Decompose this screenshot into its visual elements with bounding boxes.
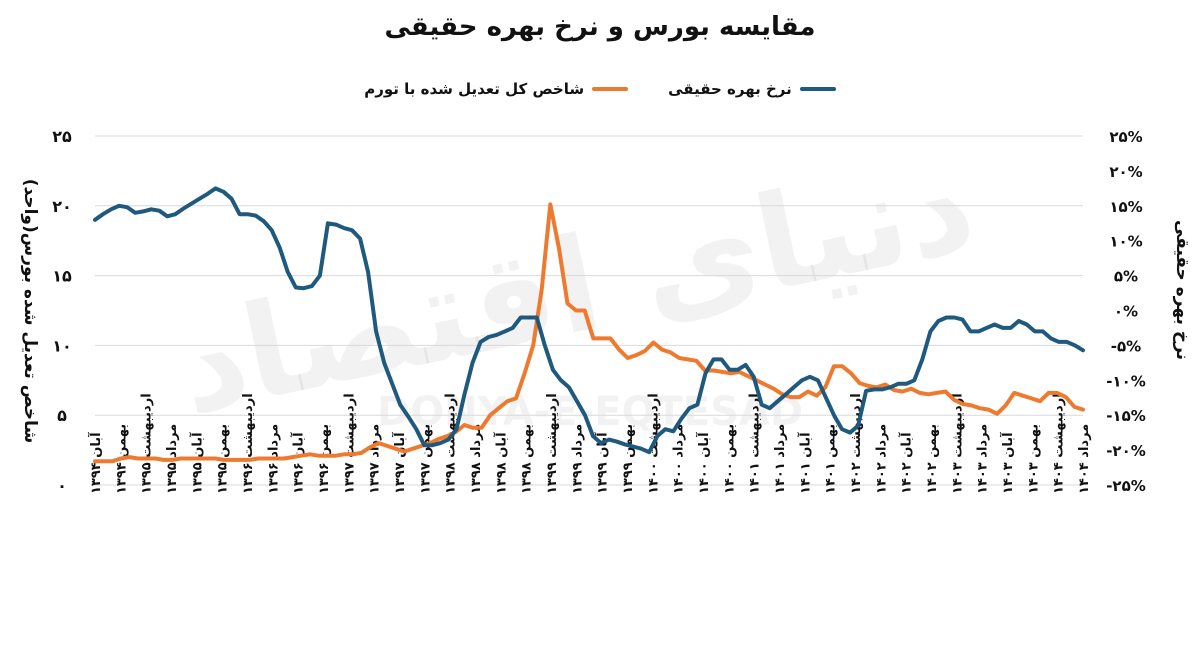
y-left-tick-label: ۲۰ bbox=[52, 197, 72, 216]
y-right-tick-label: -۲۵% bbox=[1106, 477, 1146, 495]
x-tick-label: آبان ۱۴۰۳ bbox=[999, 432, 1016, 494]
x-tick-label: بهمن ۱۴۰۰ bbox=[722, 424, 737, 494]
legend-swatch-real-rate bbox=[799, 87, 836, 91]
x-tick-label: اردیبهشت ۱۳۹۵ bbox=[140, 393, 155, 494]
y-right-tick-label: ۰% bbox=[1114, 303, 1138, 321]
gridlines bbox=[95, 135, 1083, 486]
y-axis-left-label: شاخص تعدیل شده بورس(واحد) bbox=[20, 179, 40, 444]
right-axis-ticks: ۲۵% ۲۰% ۱۵% ۱۰% ۵% ۰% -۵% -۱۰% -۱۵% -۲۰% -۲۵% bbox=[1106, 128, 1146, 495]
y-right-tick-label: ۲۰% bbox=[1109, 163, 1142, 181]
x-tick-label: آبان ۱۳۹۸ bbox=[492, 432, 509, 494]
y-axis-right-label: نرخ بهره حقیقی bbox=[1172, 220, 1192, 360]
x-tick-label: مرداد ۱۴۰۴ bbox=[1077, 424, 1092, 494]
y-right-tick-label: ۱۰% bbox=[1109, 233, 1142, 251]
x-tick-label: بهمن ۱۴۰۱ bbox=[824, 424, 839, 494]
x-tick-label: آبان ۱۴۰۰ bbox=[695, 432, 712, 494]
legend-label-real-rate: نرخ بهره حقیقی bbox=[668, 80, 792, 98]
x-tick-label: آبان ۱۳۹۷ bbox=[391, 432, 408, 494]
y-right-tick-label: -۲۰% bbox=[1106, 442, 1146, 460]
series bbox=[93, 186, 1085, 464]
y-left-tick-label: ۲۵ bbox=[52, 127, 72, 146]
legend: نرخ بهره حقیقی شاخص کل تعدیل شده با تورم bbox=[0, 74, 1200, 104]
y-right-tick-label: -۱۵% bbox=[1106, 407, 1146, 425]
x-tick-label: بهمن ۱۴۰۳ bbox=[1026, 424, 1041, 494]
x-tick-label: آبان ۱۳۹۹ bbox=[594, 432, 611, 494]
x-tick-label: آبان ۱۳۹۶ bbox=[290, 432, 307, 494]
chart-title: مقایسه بورس و نرخ بهره حقیقی bbox=[384, 12, 816, 42]
x-tick-label: بهمن ۱۳۹۹ bbox=[621, 424, 636, 494]
series-line-index bbox=[93, 202, 1085, 464]
x-tick-label: مرداد ۱۳۹۹ bbox=[570, 424, 585, 494]
x-tick-label: بهمن ۱۳۹۸ bbox=[520, 424, 535, 494]
x-tick-label: مرداد ۱۴۰۳ bbox=[976, 424, 991, 494]
y-right-tick-label: -۵% bbox=[1111, 337, 1141, 355]
y-right-tick-label: -۱۰% bbox=[1106, 372, 1146, 390]
x-tick-label: مرداد ۱۴۰۰ bbox=[672, 424, 687, 494]
x-tick-label: بهمن ۱۳۹۶ bbox=[317, 424, 332, 494]
y-left-tick-label: ۱۰ bbox=[52, 336, 72, 355]
legend-item-real-rate: نرخ بهره حقیقی bbox=[668, 80, 836, 98]
x-tick-label: اردیبهشت ۱۴۰۴ bbox=[1052, 393, 1067, 494]
x-tick-label: بهمن ۱۴۰۲ bbox=[925, 424, 940, 494]
y-right-tick-label: ۲۵% bbox=[1109, 128, 1142, 146]
left-axis-ticks: ۲۵ ۲۰ ۱۵ ۱۰ ۵ ۰ bbox=[52, 127, 72, 495]
legend-label-index: شاخص کل تعدیل شده با تورم bbox=[364, 80, 585, 98]
y-left-tick-label: ۵ bbox=[57, 406, 67, 425]
x-tick-label: آبان ۱۳۹۵ bbox=[188, 432, 205, 494]
x-tick-label: مرداد ۱۳۹۸ bbox=[469, 424, 484, 494]
x-tick-label: آبان ۱۴۰۲ bbox=[898, 432, 915, 494]
x-tick-label: اردیبهشت ۱۴۰۳ bbox=[950, 393, 965, 494]
x-tick-label: اردیبهشت ۱۳۹۸ bbox=[444, 393, 459, 494]
x-tick-label: اردیبهشت ۱۳۹۶ bbox=[241, 393, 256, 494]
y-left-tick-label: ۰ bbox=[57, 476, 67, 495]
x-tick-label: آبان ۱۴۰۱ bbox=[796, 432, 813, 494]
legend-item-index: شاخص کل تعدیل شده با تورم bbox=[364, 80, 629, 98]
x-tick-label: مرداد ۱۴۰۲ bbox=[874, 424, 889, 494]
x-tick-label: اردیبهشت ۱۴۰۱ bbox=[748, 393, 763, 494]
x-tick-label: اردیبهشت ۱۳۹۹ bbox=[545, 393, 560, 494]
series-line-real-rate bbox=[93, 186, 1085, 455]
y-right-tick-label: ۱۵% bbox=[1109, 198, 1142, 216]
y-left-tick-label: ۱۵ bbox=[52, 267, 72, 286]
x-tick-label: مرداد ۱۳۹۷ bbox=[368, 424, 383, 494]
x-tick-label: مرداد ۱۴۰۱ bbox=[773, 424, 788, 494]
legend-swatch-index bbox=[592, 87, 629, 91]
x-tick-label: اردیبهشت ۱۳۹۷ bbox=[342, 393, 357, 494]
y-right-tick-label: ۵% bbox=[1114, 268, 1138, 286]
